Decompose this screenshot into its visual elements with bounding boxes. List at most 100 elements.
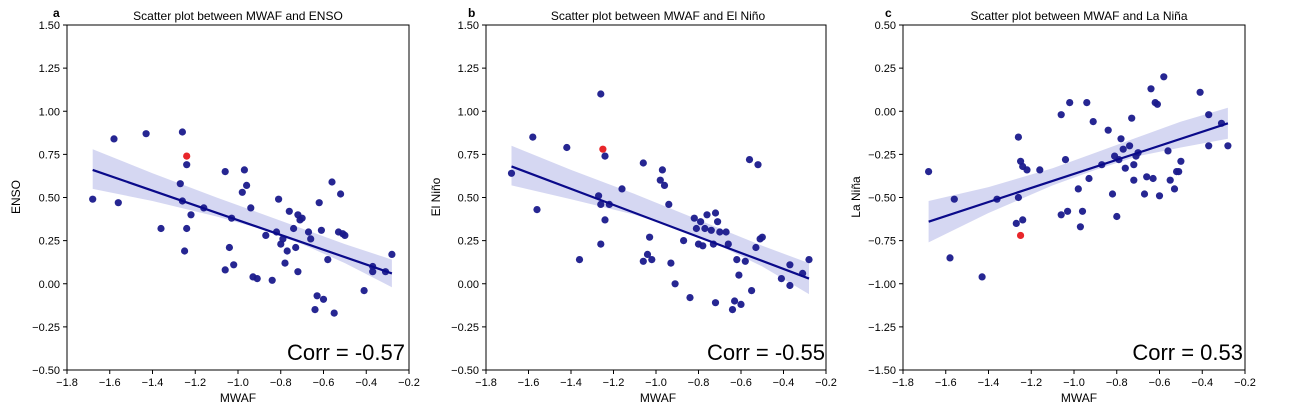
data-point — [110, 135, 118, 143]
y-axis-label: ENSO — [9, 180, 23, 214]
data-point — [697, 218, 705, 226]
data-point — [643, 250, 652, 258]
y-tick-label: 1.00 — [39, 106, 60, 118]
plot-frame — [485, 24, 827, 371]
y-tick-label: 1.00 — [458, 106, 479, 118]
data-point — [1113, 212, 1121, 221]
x-tick-label: −0.6 — [730, 377, 752, 389]
data-point — [665, 200, 673, 208]
data-point — [1121, 164, 1129, 172]
data-point — [925, 168, 933, 176]
data-point — [786, 261, 794, 269]
x-tick-label: −1.0 — [1063, 377, 1085, 389]
data-point — [946, 254, 954, 262]
data-point — [1164, 147, 1172, 155]
data-point — [658, 166, 667, 174]
data-point — [341, 231, 349, 239]
y-tick-label: 0.75 — [39, 149, 60, 161]
regression-line — [928, 122, 1229, 223]
x-tick-label: −1.6 — [99, 377, 121, 389]
x-tick-label: −1.2 — [603, 377, 625, 389]
y-tick-label: −0.25 — [32, 322, 60, 334]
data-point — [1057, 111, 1065, 119]
y-tick-label: 1.50 — [458, 20, 479, 32]
chart-title: Scatter plot between MWAF and El Niño — [551, 9, 766, 23]
y-axis-label: La Niña — [849, 176, 863, 218]
data-point — [1023, 166, 1031, 174]
data-point — [328, 178, 336, 186]
data-point — [290, 224, 298, 233]
data-point — [711, 299, 720, 307]
data-point — [1108, 190, 1117, 198]
data-point — [1175, 168, 1183, 176]
data-point — [722, 228, 730, 236]
confidence-band — [928, 107, 1228, 243]
data-point — [1224, 142, 1232, 150]
x-axis-label: MWAF — [1061, 391, 1097, 405]
data-point — [639, 159, 647, 167]
data-point — [1036, 166, 1044, 174]
data-point — [639, 257, 647, 265]
data-point — [1160, 73, 1168, 81]
plot-frame — [66, 24, 410, 371]
data-point — [1019, 216, 1027, 224]
x-tick-label: −1.4 — [978, 377, 1000, 389]
data-point — [1166, 176, 1174, 184]
x-tick-label: −1.6 — [518, 377, 540, 389]
data-point — [692, 224, 701, 233]
data-point — [388, 250, 396, 258]
data-point — [330, 309, 338, 317]
x-axis-label: MWAF — [640, 391, 676, 405]
data-point — [735, 271, 743, 279]
data-point — [1012, 219, 1020, 227]
data-point — [1064, 207, 1072, 215]
data-point — [294, 268, 302, 276]
data-point — [183, 161, 191, 169]
data-point — [307, 235, 315, 243]
data-point — [360, 287, 368, 295]
data-point — [805, 256, 813, 264]
correlation-annotation: Corr = 0.53 — [1132, 340, 1243, 365]
data-point — [728, 306, 737, 314]
data-point — [601, 216, 609, 224]
chart-title: Scatter plot between MWAF and ENSO — [133, 9, 343, 23]
data-point — [268, 276, 276, 284]
y-tick-label: −0.75 — [868, 236, 896, 248]
data-point — [114, 199, 122, 207]
data-point — [178, 128, 186, 136]
data-point — [311, 306, 319, 314]
x-tick-label: −1.2 — [184, 377, 206, 389]
data-point — [741, 257, 749, 265]
data-point — [337, 190, 345, 198]
data-point — [221, 168, 229, 176]
data-point — [183, 224, 191, 233]
data-point — [1014, 133, 1023, 141]
panel-c-la-nina: c Scatter plot between MWAF and La Niña … — [849, 6, 1256, 405]
x-tick-label: −1.0 — [645, 377, 667, 389]
data-point — [243, 181, 251, 189]
x-tick-label: −1.4 — [560, 377, 582, 389]
y-tick-label: 1.25 — [39, 63, 60, 75]
data-point — [187, 211, 195, 219]
data-point — [298, 214, 306, 222]
y-tick-label: −1.25 — [868, 322, 896, 334]
data-point — [1170, 185, 1179, 193]
data-point — [319, 295, 328, 303]
data-point — [733, 256, 741, 264]
data-point — [313, 292, 321, 300]
x-tick-label: −1.8 — [475, 377, 497, 389]
data-point — [1140, 190, 1149, 198]
data-point — [529, 133, 537, 141]
highlighted-point — [1016, 231, 1025, 240]
data-point — [533, 206, 541, 214]
data-point — [648, 256, 656, 264]
data-point — [315, 199, 323, 207]
data-point — [1205, 111, 1213, 119]
data-point — [711, 209, 720, 217]
data-point — [240, 166, 248, 174]
data-point — [656, 176, 664, 184]
data-point — [176, 180, 184, 188]
data-point — [275, 195, 283, 203]
y-tick-label: 1.25 — [458, 63, 479, 75]
data-point — [157, 224, 165, 233]
